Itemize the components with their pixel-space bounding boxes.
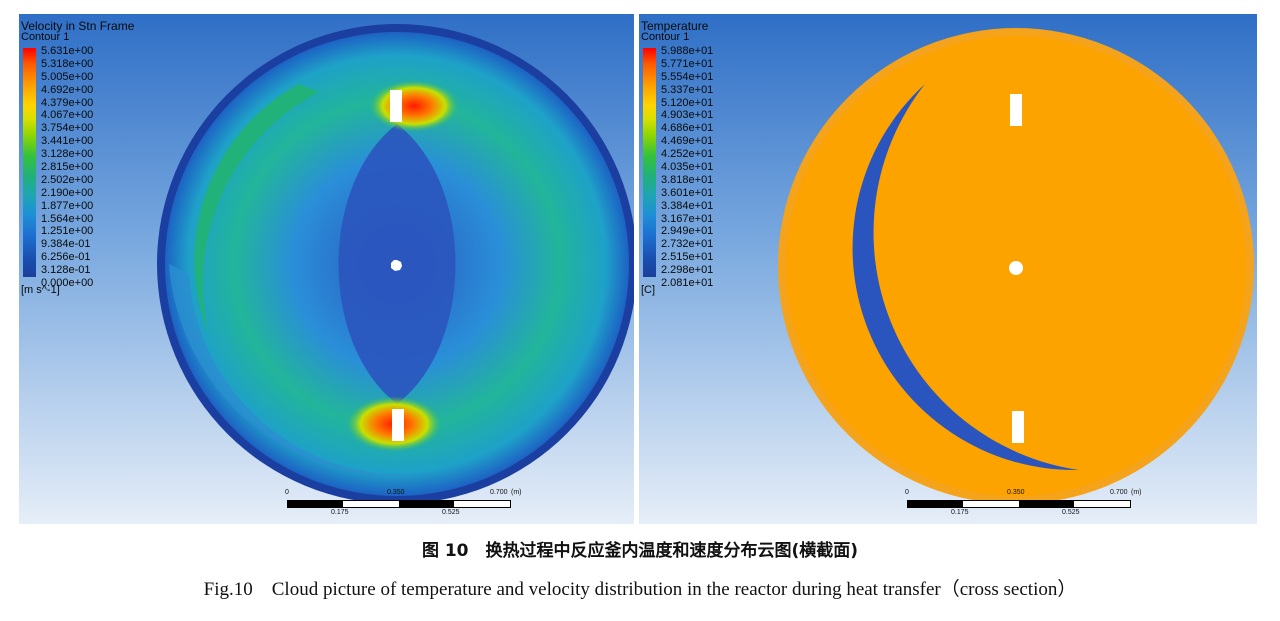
velocity-contour-plot	[157, 24, 634, 504]
tick-label: 2.815e+00	[41, 161, 94, 174]
scale-label: 0	[905, 489, 909, 496]
tick-label: 5.554e+01	[661, 70, 714, 83]
velocity-contour-panel: Velocity in Stn Frame Contour 1 5.631e+0…	[19, 14, 634, 524]
tick-label: 2.732e+01	[661, 238, 714, 251]
tick-label: 5.771e+01	[661, 57, 714, 70]
scale-unit: (m)	[1131, 489, 1142, 496]
baffle-coil-region	[194, 84, 319, 334]
tick-label: 4.252e+01	[661, 148, 714, 161]
tick-label: 1.877e+00	[41, 199, 94, 212]
tick-label: 3.128e+00	[41, 148, 94, 161]
tick-label: 9.384e-01	[41, 238, 91, 251]
colorbar	[643, 48, 656, 277]
tick-label: 4.035e+01	[661, 161, 714, 174]
tick-label: 4.692e+00	[41, 83, 94, 96]
tick-label: 1.564e+00	[41, 212, 94, 225]
figure-caption-english: Fig.10 Cloud picture of temperature and …	[203, 579, 1077, 600]
tick-label: 3.601e+01	[661, 186, 714, 199]
tick-label: 2.949e+01	[661, 225, 714, 238]
cold-coil-region	[852, 84, 1079, 471]
tick-label: 0.000e+00	[41, 277, 94, 290]
tick-label: 3.441e+00	[41, 135, 94, 148]
scale-label: 0.525	[442, 509, 460, 516]
legend-subtitle: Contour 1	[21, 31, 70, 43]
scale-label: 0.350	[387, 489, 405, 496]
legend-subtitle: Contour 1	[641, 31, 690, 43]
tick-label: 3.128e-01	[41, 264, 91, 277]
scale-label: 0.175	[331, 509, 349, 516]
tick-label: 6.256e-01	[41, 251, 91, 264]
tick-label: 4.903e+01	[661, 109, 714, 122]
legend-title: Velocity in Stn Frame	[21, 19, 135, 33]
tick-label: 3.818e+01	[661, 173, 714, 186]
colorbar	[23, 48, 36, 277]
velocity-legend: Velocity in Stn Frame Contour 1 5.631e+0…	[21, 20, 134, 296]
tick-label: 3.384e+01	[661, 199, 714, 212]
tick-label: 5.318e+00	[41, 57, 94, 70]
legend-unit: [m s^-1]	[21, 284, 60, 296]
legend-title: Temperature	[641, 19, 709, 33]
temperature-contour-plot	[778, 28, 1254, 504]
scale-bar: 0 0.350 0.700 (m) 0.175 0.525	[899, 489, 1142, 524]
tick-label: 4.469e+01	[661, 135, 714, 148]
upper-impeller-blade	[1010, 94, 1022, 126]
lower-impeller-blade	[1012, 411, 1024, 443]
scale-label: 0.700	[1110, 489, 1128, 496]
tick-label: 3.754e+00	[41, 122, 94, 135]
tick-label: 3.167e+01	[661, 212, 714, 225]
tick-label: 4.067e+00	[41, 109, 94, 122]
scale-label: 0.350	[1007, 489, 1025, 496]
tick-label: 4.686e+01	[661, 122, 714, 135]
upper-blade-highspeed	[369, 80, 459, 132]
tick-label: 1.251e+00	[41, 225, 94, 238]
scale-label: 0.525	[1062, 509, 1080, 516]
temperature-legend: Temperature Contour 1 5.988e+01 5.771e+0…	[641, 19, 713, 296]
scale-label: 0.175	[951, 509, 969, 516]
scale-label: 0.700	[490, 489, 508, 496]
tick-label: 5.631e+00	[41, 45, 94, 57]
shaft	[391, 260, 402, 271]
shaft	[1009, 261, 1023, 275]
temperature-contour-panel: Temperature Contour 1 5.988e+01 5.771e+0…	[639, 14, 1257, 524]
figure-caption-chinese: 图 10 换热过程中反应釜内温度和速度分布云图(横截面)	[421, 541, 859, 561]
tick-label: 5.337e+01	[661, 83, 714, 96]
scale-bar: 0 0.350 0.700 (m) 0.175 0.525	[279, 489, 522, 524]
tick-label: 2.190e+00	[41, 186, 94, 199]
tick-label: 2.502e+00	[41, 173, 94, 186]
scale-unit: (m)	[511, 489, 522, 496]
tick-label: 2.515e+01	[661, 251, 714, 264]
tick-label: 2.298e+01	[661, 264, 714, 277]
tick-label: 2.081e+01	[661, 277, 714, 290]
legend-unit: [C]	[641, 284, 656, 296]
tick-label: 4.379e+00	[41, 96, 94, 109]
scale-label: 0	[285, 489, 289, 496]
tick-label: 5.005e+00	[41, 70, 94, 83]
tick-label: 5.988e+01	[661, 45, 714, 57]
upper-impeller-blade	[390, 90, 402, 122]
lower-impeller-blade	[392, 409, 404, 441]
tick-label: 5.120e+01	[661, 96, 714, 109]
